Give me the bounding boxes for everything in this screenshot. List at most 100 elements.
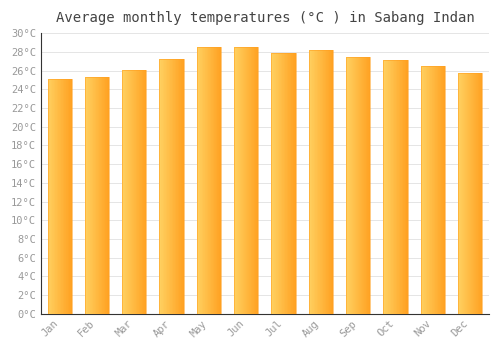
Bar <box>291 53 292 314</box>
Bar <box>237 47 238 314</box>
Bar <box>96 77 97 314</box>
Bar <box>396 60 397 314</box>
Bar <box>277 53 278 314</box>
Bar <box>59 79 60 314</box>
Bar <box>236 47 237 314</box>
Bar <box>328 50 329 314</box>
Bar <box>101 77 102 314</box>
Bar <box>346 57 370 314</box>
Bar <box>174 60 176 314</box>
Bar <box>384 60 407 314</box>
Bar <box>103 77 104 314</box>
Bar <box>135 70 136 314</box>
Bar <box>441 66 442 314</box>
Bar <box>353 57 354 314</box>
Bar <box>57 79 58 314</box>
Bar <box>138 70 139 314</box>
Bar <box>403 60 404 314</box>
Bar <box>252 47 253 314</box>
Bar <box>99 77 100 314</box>
Bar <box>218 47 220 314</box>
Bar <box>234 47 258 314</box>
Bar <box>94 77 95 314</box>
Bar <box>281 53 282 314</box>
Bar <box>434 66 435 314</box>
Bar <box>248 47 250 314</box>
Bar <box>207 47 208 314</box>
Bar <box>245 47 246 314</box>
Bar <box>322 50 323 314</box>
Bar <box>180 60 182 314</box>
Bar <box>88 77 89 314</box>
Bar <box>204 47 206 314</box>
Bar <box>248 47 249 314</box>
Bar <box>332 50 333 314</box>
Bar <box>462 74 463 314</box>
Bar <box>322 50 324 314</box>
Bar <box>48 79 50 314</box>
Bar <box>180 60 181 314</box>
Bar <box>136 70 138 314</box>
Bar <box>329 50 330 314</box>
Bar <box>68 79 69 314</box>
Bar <box>289 53 290 314</box>
Bar <box>426 66 427 314</box>
Bar <box>469 74 470 314</box>
Bar <box>436 66 437 314</box>
Bar <box>359 57 360 314</box>
Bar <box>85 77 86 314</box>
Bar <box>311 50 312 314</box>
Bar <box>285 53 286 314</box>
Bar <box>331 50 332 314</box>
Bar <box>477 74 478 314</box>
Bar <box>394 60 395 314</box>
Bar <box>58 79 59 314</box>
Bar <box>134 70 135 314</box>
Bar <box>127 70 128 314</box>
Bar <box>363 57 364 314</box>
Bar <box>478 74 479 314</box>
Bar <box>179 60 180 314</box>
Bar <box>330 50 332 314</box>
Bar <box>53 79 54 314</box>
Bar <box>437 66 438 314</box>
Bar <box>52 79 53 314</box>
Bar <box>183 60 184 314</box>
Bar <box>346 57 347 314</box>
Bar <box>122 70 123 314</box>
Bar <box>316 50 318 314</box>
Bar <box>177 60 178 314</box>
Bar <box>286 53 288 314</box>
Bar <box>92 77 94 314</box>
Bar <box>217 47 218 314</box>
Bar <box>288 53 289 314</box>
Bar <box>425 66 426 314</box>
Bar <box>434 66 436 314</box>
Bar <box>399 60 400 314</box>
Bar <box>423 66 424 314</box>
Bar <box>401 60 402 314</box>
Bar <box>48 79 49 314</box>
Bar <box>250 47 251 314</box>
Bar <box>346 57 348 314</box>
Bar <box>366 57 368 314</box>
Bar <box>430 66 431 314</box>
Bar <box>432 66 433 314</box>
Bar <box>357 57 358 314</box>
Bar <box>108 77 109 314</box>
Bar <box>50 79 51 314</box>
Bar <box>215 47 216 314</box>
Bar <box>130 70 132 314</box>
Bar <box>433 66 434 314</box>
Bar <box>393 60 394 314</box>
Bar <box>354 57 356 314</box>
Bar <box>470 74 471 314</box>
Bar <box>350 57 351 314</box>
Bar <box>365 57 366 314</box>
Bar <box>64 79 65 314</box>
Bar <box>89 77 90 314</box>
Bar <box>276 53 277 314</box>
Bar <box>424 66 425 314</box>
Bar <box>165 60 166 314</box>
Bar <box>326 50 327 314</box>
